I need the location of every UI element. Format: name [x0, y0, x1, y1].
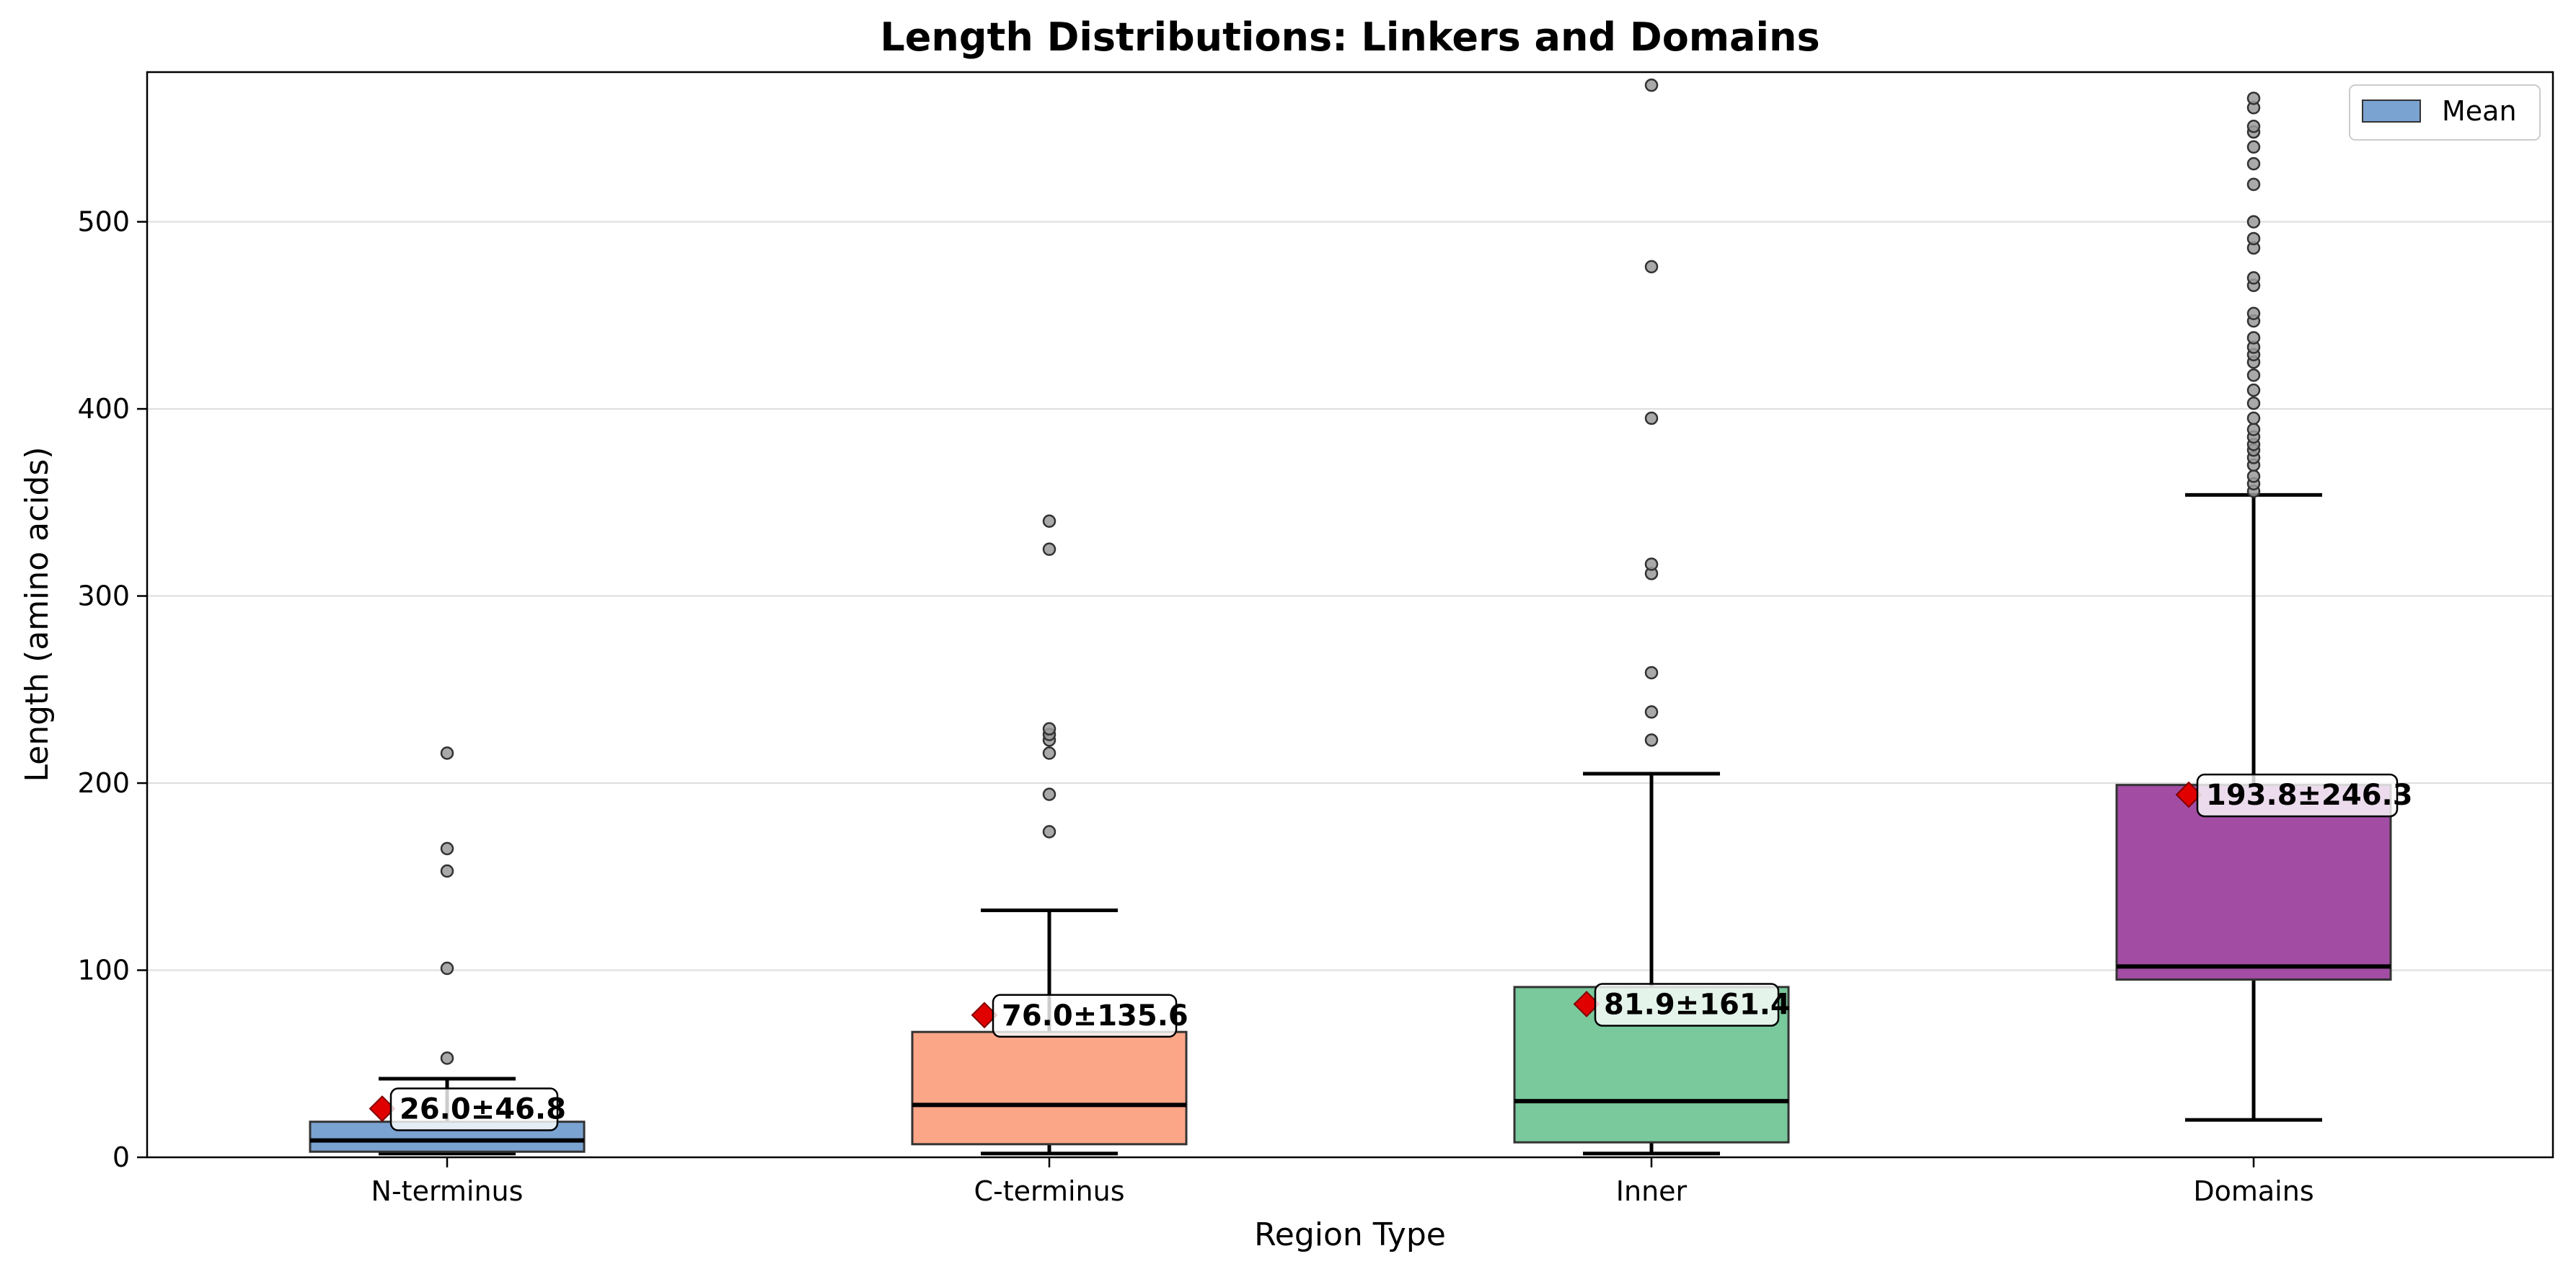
- x-tick-label: Domains: [2193, 1175, 2313, 1207]
- outlier-point: [1644, 705, 1659, 719]
- y-tick-label: 200: [77, 767, 130, 799]
- outlier-point: [1644, 557, 1659, 571]
- outlier-point: [2246, 469, 2261, 483]
- outlier-point: [1042, 787, 1057, 801]
- outlier-point: [2246, 331, 2261, 345]
- mean-annotation-label: 26.0±46.8: [400, 1093, 566, 1126]
- mean-annotation-label: 193.8±246.3: [2206, 779, 2413, 812]
- box-c-terminus: 76.0±135.6: [911, 514, 1188, 1156]
- outlier-point: [2246, 215, 2261, 229]
- outlier-point: [2246, 140, 2261, 154]
- outlier-point: [2246, 368, 2261, 382]
- outlier-point: [440, 1051, 454, 1065]
- legend-frame: [2349, 84, 2541, 141]
- x-axis-label: Region Type: [1254, 1216, 1446, 1253]
- outlier-point: [2246, 271, 2261, 285]
- outlier-point: [1042, 746, 1057, 760]
- legend: Mean: [2349, 84, 2541, 141]
- outlier-point: [2246, 231, 2261, 246]
- box-n-terminus: 26.0±46.8: [309, 746, 586, 1156]
- y-tick-label: 100: [77, 955, 130, 986]
- mean-annotation-box: [1594, 983, 1780, 1027]
- x-tick-label: N-terminus: [371, 1175, 524, 1207]
- mean-annotation-label: 76.0±135.6: [1002, 999, 1188, 1033]
- outlier-point: [1042, 542, 1057, 556]
- outlier-point: [1644, 666, 1659, 680]
- box-iqr: [2115, 784, 2392, 981]
- legend-label: Mean: [2442, 95, 2517, 127]
- box-inner: 81.9±161.4: [1513, 78, 1791, 1156]
- outlier-point: [2246, 120, 2261, 133]
- outlier-point: [440, 864, 454, 878]
- legend-swatch: [2362, 100, 2421, 123]
- x-tick-label: C-terminus: [974, 1175, 1124, 1207]
- outlier-point: [1644, 78, 1659, 92]
- outlier-point: [2246, 306, 2261, 320]
- outlier-point: [1644, 733, 1659, 747]
- box-iqr: [911, 1030, 1188, 1146]
- x-axis-ticks: N-terminus C-terminus Inner Domains: [371, 1157, 2314, 1207]
- outlier-point: [2246, 423, 2261, 436]
- outlier-point: [1042, 825, 1057, 839]
- outlier-point: [1042, 722, 1057, 736]
- outlier-point: [2246, 92, 2261, 105]
- mean-annotation-box: [992, 994, 1178, 1038]
- mean-annotation-box: [2196, 773, 2399, 818]
- outlier-point: [440, 841, 454, 856]
- outlier-point: [2246, 177, 2261, 191]
- y-tick-label: 0: [113, 1141, 130, 1173]
- x-tick-label: Inner: [1616, 1175, 1688, 1207]
- outlier-point: [440, 961, 454, 976]
- outlier-point: [2246, 383, 2261, 397]
- box-domains: 193.8±246.3: [2115, 92, 2413, 1122]
- mean-annotation-label: 81.9±161.4: [1604, 988, 1791, 1021]
- plot-frame: [146, 71, 2554, 1159]
- mean-annotation-box: [389, 1087, 559, 1131]
- plot-area: 26.0±46.8 76.0±135.6 81.9±161.4 193.8±246.3: [309, 78, 2413, 1156]
- outlier-point: [1644, 260, 1659, 274]
- chart-title: Length Distributions: Linkers and Domain…: [880, 14, 1819, 60]
- outlier-point: [1042, 514, 1057, 529]
- y-tick-label: 500: [77, 206, 130, 238]
- outlier-point: [2246, 397, 2261, 410]
- y-axis-label: Length (amino acids): [19, 446, 56, 782]
- y-tick-label: 300: [77, 580, 130, 612]
- y-axis-ticks: 0 100 200 300 400 500: [77, 206, 147, 1173]
- outlier-point: [440, 746, 454, 760]
- outlier-point: [1644, 411, 1659, 425]
- y-tick-label: 400: [77, 393, 130, 425]
- outlier-point: [2246, 156, 2261, 171]
- outlier-point: [2246, 411, 2261, 425]
